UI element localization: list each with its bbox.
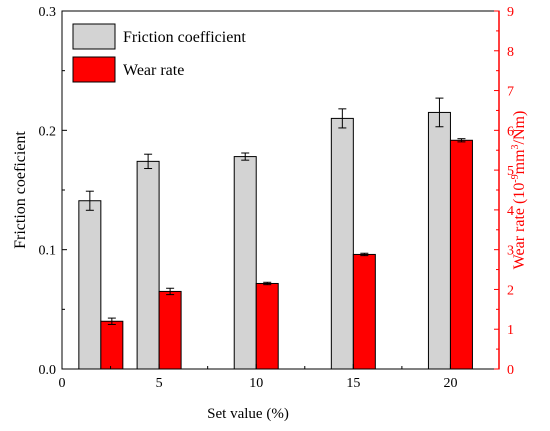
error-bar-wear-rate bbox=[457, 138, 466, 143]
error-bars-layer bbox=[85, 97, 466, 325]
left-y-axis-ticks: 0.0 0.1 0.2 0.3 bbox=[39, 5, 67, 378]
x-axis-label: Set value (%) bbox=[207, 406, 289, 422]
right-y-tick-label: 9 bbox=[507, 5, 514, 20]
right-y-label-part: mm bbox=[511, 149, 528, 174]
left-y-tick-label: 0.0 bbox=[39, 363, 57, 378]
error-bar-wear-rate bbox=[263, 281, 272, 286]
legend-swatch-wear-rate bbox=[72, 56, 116, 83]
bar-friction-coefficient bbox=[136, 160, 160, 370]
left-y-tick-label: 0.2 bbox=[39, 124, 57, 139]
right-y-tick-label: 6 bbox=[507, 124, 514, 139]
error-bar-wear-rate bbox=[107, 317, 116, 325]
legend-swatch-friction-coefficient bbox=[72, 23, 116, 50]
right-y-tick-label: 2 bbox=[507, 283, 514, 298]
x-axis-ticks: 0 5 10 15 20 bbox=[59, 364, 457, 391]
right-y-tick-label: 4 bbox=[507, 204, 514, 219]
error-bar-friction-coefficient bbox=[144, 153, 153, 170]
right-y-tick-label: 7 bbox=[507, 85, 514, 100]
bars-layer bbox=[78, 111, 473, 370]
bar-wear-rate bbox=[449, 139, 473, 370]
right-y-tick-label: 0 bbox=[507, 363, 514, 378]
error-bar-friction-coefficient bbox=[85, 190, 94, 211]
x-tick-label: 5 bbox=[156, 376, 163, 391]
right-y-label-exponent: 3 bbox=[510, 144, 521, 149]
right-y-label-part: /Nm) bbox=[511, 111, 528, 145]
right-y-label-part: Wear rate (10 bbox=[511, 183, 528, 270]
right-y-axis-label: Wear rate (10-9mm3/Nm) bbox=[510, 111, 528, 270]
right-y-tick-label: 1 bbox=[507, 323, 514, 338]
bar-wear-rate bbox=[255, 282, 279, 370]
bar-wear-rate bbox=[158, 290, 182, 370]
x-tick-label: 15 bbox=[346, 376, 360, 391]
x-tick-label: 0 bbox=[59, 376, 66, 391]
bar-friction-coefficient bbox=[233, 156, 257, 370]
right-y-label-exponent: -9 bbox=[510, 174, 521, 182]
x-tick-label: 10 bbox=[249, 376, 263, 391]
legend-label-friction-coefficient: Friction coefficient bbox=[123, 29, 246, 46]
legend-label-wear-rate: Wear rate bbox=[123, 62, 184, 79]
legend: Friction coefficient Wear rate bbox=[72, 23, 246, 83]
error-bar-friction-coefficient bbox=[435, 97, 444, 128]
error-bar-friction-coefficient bbox=[241, 152, 250, 161]
error-bar-friction-coefficient bbox=[338, 108, 347, 129]
bar-friction-coefficient bbox=[78, 200, 102, 370]
bar-friction-coefficient bbox=[427, 111, 451, 370]
bar-wear-rate bbox=[100, 320, 124, 370]
right-y-axis-ticks: 0 1 2 3 4 5 6 7 8 9 bbox=[494, 5, 514, 378]
error-bar-wear-rate bbox=[166, 287, 175, 296]
bar-friction-coefficient bbox=[330, 117, 354, 370]
left-y-axis-label: Friction coeficient bbox=[12, 131, 29, 249]
x-tick-label: 20 bbox=[443, 376, 457, 391]
right-y-tick-label: 3 bbox=[507, 244, 514, 259]
error-bar-wear-rate bbox=[360, 252, 369, 257]
right-y-tick-label: 5 bbox=[507, 164, 514, 179]
bar-wear-rate bbox=[352, 253, 376, 370]
left-y-tick-label: 0.1 bbox=[39, 244, 57, 259]
left-y-tick-label: 0.3 bbox=[39, 5, 57, 20]
right-y-tick-label: 8 bbox=[507, 45, 514, 60]
